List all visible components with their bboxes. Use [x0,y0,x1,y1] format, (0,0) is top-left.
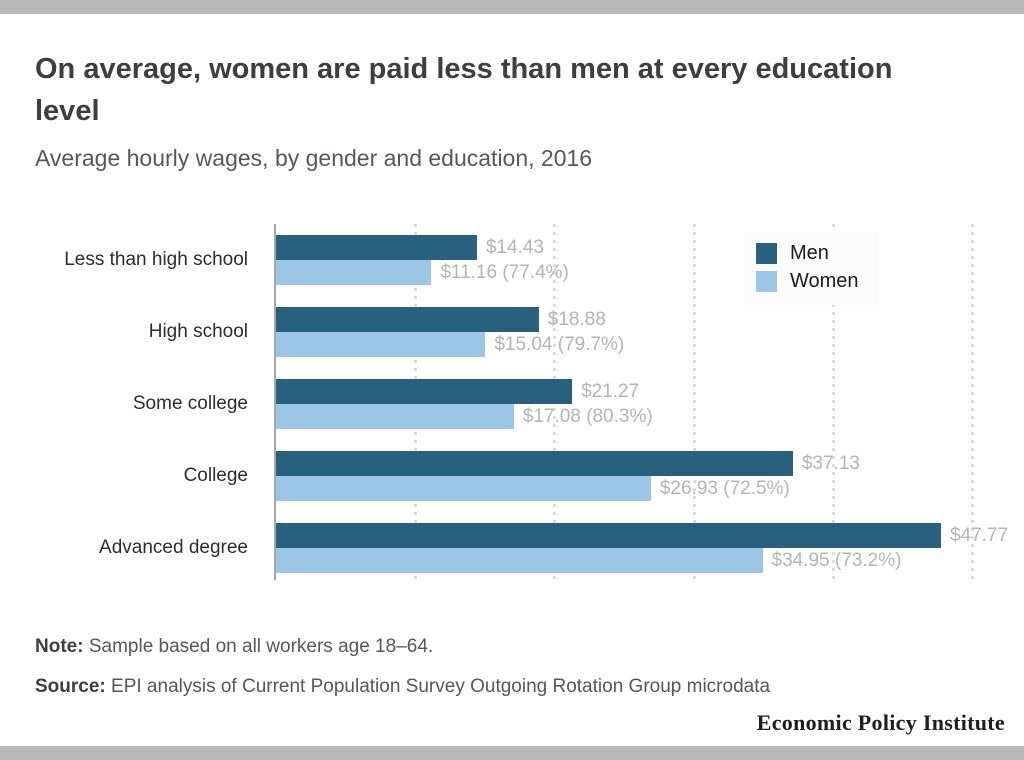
category-label-college: College [183,465,248,486]
note-label: Note: [35,636,84,657]
men-swatch-icon [756,243,777,264]
source-line: Source: EPI analysis of Current Populati… [35,675,989,699]
women-value-label-advanced-degree: $34.95 (73.2%) [771,549,902,571]
men-bar-high-school: $18.88 [276,307,606,332]
legend-label-women: Women [790,270,859,292]
chart: Men Women Less than high school $14.43 $11… [35,224,1008,580]
men-bar-advanced-degree: $47.77 [276,523,1008,548]
plot-area: Men Women Less than high school $14.43 $11… [64,224,1008,580]
men-value-label-some-college: $21.27 [581,380,640,402]
gridline-40 [831,224,835,580]
women-value-label-college: $26.93 (72.5%) [659,477,790,499]
women-bar-some-college: $17.08 (80.3%) [276,404,653,429]
men-value-label-advanced-degree: $47.77 [949,524,1009,546]
top-strip [0,0,1024,14]
bar-group-high-school: High school $18.88 $15.04 (79.7%) [149,307,972,357]
content: On average, women are paid less than men… [35,48,1008,699]
bottom-strip [0,746,1024,760]
women-value-label-some-college: $17.08 (80.3%) [522,405,653,427]
legend: Men Women [744,232,879,305]
gridline-30 [692,224,696,580]
note-text: Sample based on all workers age 18–64. [83,636,434,657]
men-bar-college: $37.13 [276,451,860,476]
men-bar-less-than-high-school: $14.43 [276,235,544,260]
men-bar-some-college: $21.27 [276,379,639,404]
bar-group-college: College $37.13 $26.93 (72.5%) [184,451,972,501]
women-bar-high-school: $15.04 (79.7%) [276,332,624,357]
men-value-label-less-than-high-school: $14.43 [485,236,544,258]
bar-group-some-college: Some college $21.27 $17.08 (80.3%) [133,379,972,429]
note-line: Note: Sample based on all workers age 18… [35,635,989,659]
women-value-label-less-than-high-school: $11.16 (77.4%) [440,261,569,283]
category-label-high-school: High school [148,321,248,342]
epi-wordmark: Economic Policy Institute [756,710,1005,735]
chart-subtitle: Average hourly wages, by gender and educ… [35,145,593,171]
men-value-label-college: $37.13 [801,452,860,474]
women-bar-advanced-degree: $34.95 (73.2%) [276,548,901,573]
notes-section: Note: Sample based on all workers age 18… [35,635,989,699]
legend-label-men: Men [790,242,829,264]
bar-group-advanced-degree: Advanced degree $47.77 $34.95 (73.2%) [99,523,1008,573]
source-label: Source: [35,676,106,697]
men-value-label-high-school: $18.88 [547,308,606,330]
women-bar-less-than-high-school: $11.16 (77.4%) [276,260,569,285]
gridline-50 [971,224,974,580]
chart-title: On average, women are paid less than men… [35,53,893,127]
women-bar-college: $26.93 (72.5%) [276,476,790,501]
category-label-less-than-high-school: Less than high school [64,249,248,270]
bar-group-less-than-high-school: Less than high school $14.43 $11.16 (77.4%… [64,235,972,285]
legend-item-men: Men [756,242,859,265]
category-label-advanced-degree: Advanced degree [99,537,248,558]
category-label-some-college: Some college [132,393,248,414]
women-swatch-icon [756,271,777,292]
source-text: EPI analysis of Current Population Surve… [105,676,771,697]
legend-item-women: Women [756,270,859,293]
women-value-label-high-school: $15.04 (79.7%) [494,333,625,355]
